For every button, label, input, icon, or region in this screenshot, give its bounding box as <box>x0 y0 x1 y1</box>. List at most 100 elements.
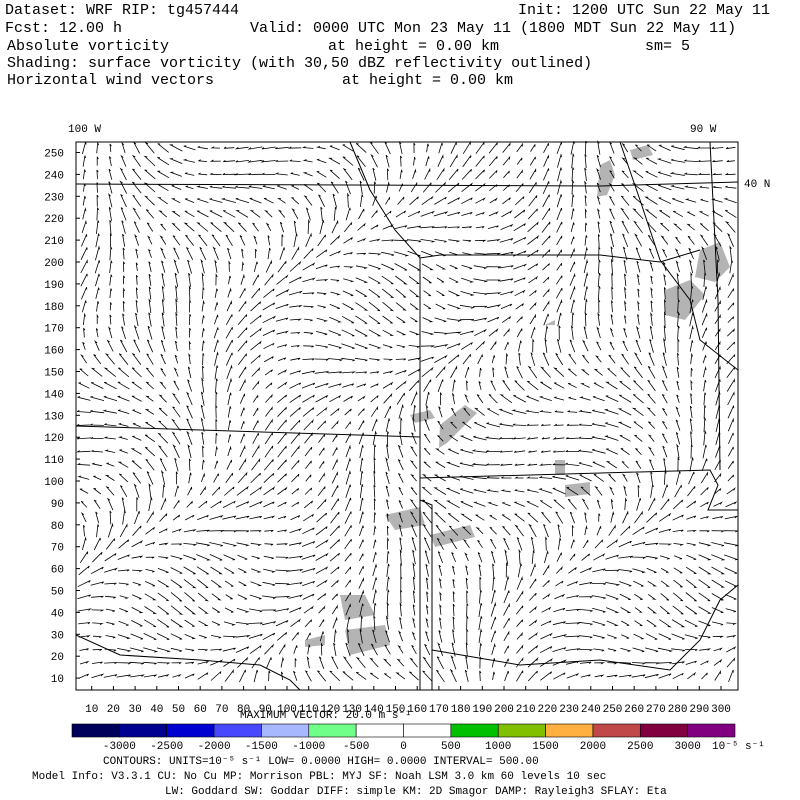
x-tick-label: 130 <box>342 704 362 716</box>
lon-label: 100 W <box>68 124 101 136</box>
x-tick-label: 210 <box>516 704 536 716</box>
x-tick-label: 170 <box>429 704 449 716</box>
y-tick-label: 30 <box>51 630 64 642</box>
colorbar-box <box>261 723 310 738</box>
y-tick-label: 140 <box>44 389 64 401</box>
x-tick-label: 20 <box>107 704 120 716</box>
wind-vectors <box>75 140 740 683</box>
lat-label: 40 N <box>744 179 770 191</box>
y-tick-label: 190 <box>44 280 64 292</box>
x-tick-label: 260 <box>624 704 644 716</box>
colorbar-box <box>497 723 546 738</box>
x-tick-label: 140 <box>364 704 384 716</box>
init-time: Init: 1200 UTC Sun 22 May 11 <box>518 2 770 19</box>
shading-info: Shading: surface vorticity (with 30,50 d… <box>7 55 592 72</box>
valid-time: Valid: 0000 UTC Mon 23 May 11 (1800 MDT … <box>250 20 736 37</box>
colorbar-label: 0 <box>400 741 407 753</box>
x-tick-label: 290 <box>689 704 709 716</box>
colorbar-label: -1000 <box>292 741 325 753</box>
colorbar-label: 500 <box>441 741 461 753</box>
colorbar-label: -3000 <box>103 741 136 753</box>
y-tick-label: 180 <box>44 302 64 314</box>
wind-vector-field <box>75 140 740 683</box>
y-tick-label: 200 <box>44 258 64 270</box>
colorbar-label: 3000 <box>674 741 700 753</box>
x-tick-label: 200 <box>494 704 514 716</box>
x-tick-label: 70 <box>215 704 228 716</box>
y-tick-label: 90 <box>51 499 64 511</box>
colorbar-box <box>403 723 452 738</box>
lon-label: 90 W <box>690 124 717 136</box>
y-tick-label: 150 <box>44 368 64 380</box>
y-tick-label: 250 <box>44 149 64 161</box>
colorbar: 10⁻⁵ s⁻¹ -3000 -2500 -2000 -1500 -1000 -500 0 5… <box>71 723 765 753</box>
y-tick-label: 170 <box>44 324 64 336</box>
field-height: at height = 0.00 km <box>328 38 499 55</box>
y-tick-label: 130 <box>44 411 64 423</box>
y-tick-label: 70 <box>51 543 64 555</box>
colorbar-label: 2000 <box>580 741 606 753</box>
x-tick-label: 300 <box>711 704 731 716</box>
colorbar-box <box>687 723 736 738</box>
y-tick-label: 110 <box>44 455 64 467</box>
forecast-hour: Fcst: 12.00 h <box>5 20 122 37</box>
smoothing: sm= 5 <box>645 38 690 55</box>
y-tick-label: 210 <box>44 236 64 248</box>
colorbar-label: -1500 <box>245 741 278 753</box>
model-info: Model Info: V3.3.1 CU: No Cu MP: Morriso… <box>32 771 606 783</box>
y-tick-label: 60 <box>51 565 64 577</box>
contour-info: CONTOURS: UNITS=10⁻⁵ s⁻¹ LOW= 0.0000 HIG… <box>103 756 539 768</box>
colorbar-label: -500 <box>343 741 369 753</box>
colorbar-box <box>71 723 120 738</box>
colorbar-label: -2500 <box>150 741 183 753</box>
vector-info: Horizontal wind vectors <box>7 72 214 89</box>
colorbar-box <box>213 723 262 738</box>
x-tick-label: 80 <box>237 704 250 716</box>
x-tick-label: 30 <box>128 704 141 716</box>
colorbar-units: 10⁻⁵ s⁻¹ <box>712 741 765 753</box>
x-tick-label: 100 <box>277 704 297 716</box>
x-tick-label: 120 <box>320 704 340 716</box>
colorbar-box <box>545 723 594 738</box>
map <box>75 140 740 691</box>
y-tick-label: 40 <box>51 608 64 620</box>
x-tick-label: 250 <box>603 704 623 716</box>
x-tick-label: 180 <box>451 704 471 716</box>
x-tick-label: 220 <box>537 704 557 716</box>
colorbar-box <box>592 723 641 738</box>
x-tick-label: 150 <box>386 704 406 716</box>
max-vector: MAXIMUM VECTOR: 20.0 m s⁻¹ <box>240 710 412 722</box>
x-tick-label: 280 <box>668 704 688 716</box>
colorbar-box <box>639 723 688 738</box>
x-tick-label: 90 <box>259 704 272 716</box>
colorbar-label: 1500 <box>532 741 558 753</box>
y-tick-label: 50 <box>51 587 64 599</box>
x-tick-label: 240 <box>581 704 601 716</box>
footer: CONTOURS: UNITS=10⁻⁵ s⁻¹ LOW= 0.0000 HIG… <box>32 756 667 798</box>
y-tick-label: 100 <box>44 477 64 489</box>
colorbar-box <box>450 723 499 738</box>
x-tick-label: 160 <box>407 704 427 716</box>
colorbar-box <box>308 723 357 738</box>
x-tick-label: 270 <box>646 704 666 716</box>
field-name: Absolute vorticity <box>7 38 169 55</box>
x-tick-label: 190 <box>472 704 492 716</box>
y-tick-label: 160 <box>44 346 64 358</box>
x-tick-label: 40 <box>150 704 163 716</box>
x-tick-label: 50 <box>172 704 185 716</box>
x-tick-label: 230 <box>559 704 579 716</box>
colorbar-label: 1000 <box>485 741 511 753</box>
y-tick-label: 80 <box>51 521 64 533</box>
dataset: Dataset: WRF RIP: tg457444 <box>5 2 239 19</box>
colorbar-label: 2500 <box>627 741 653 753</box>
y-tick-label: 20 <box>51 652 64 664</box>
map-frame <box>75 141 739 691</box>
header: Dataset: WRF RIP: tg457444 Init: 1200 UT… <box>5 2 770 89</box>
x-tick-label: 10 <box>85 704 98 716</box>
x-tick-label: 110 <box>299 704 319 716</box>
colorbar-box <box>119 723 168 738</box>
vector-height: at height = 0.00 km <box>342 72 513 89</box>
colorbar-label: -2000 <box>198 741 231 753</box>
physics-info: LW: Goddard SW: Goddar DIFF: simple KM: … <box>165 786 667 798</box>
